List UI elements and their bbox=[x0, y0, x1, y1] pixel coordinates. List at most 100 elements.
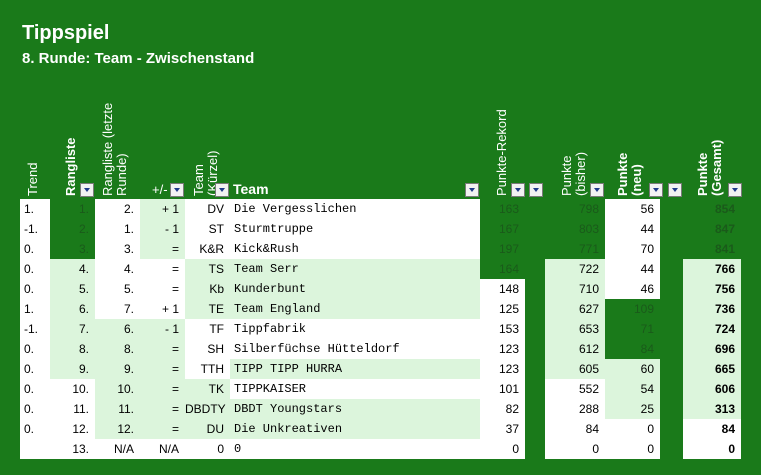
filter-rangliste-button[interactable] bbox=[80, 183, 94, 197]
cell-letzte: 12. bbox=[95, 419, 140, 439]
cell-team: TIPPKAISER bbox=[230, 379, 480, 399]
cell-rang: 6. bbox=[50, 299, 95, 319]
cell-letzte: 1. bbox=[95, 219, 140, 239]
filter-plusminus-button[interactable] bbox=[170, 183, 184, 197]
cell-kurzel: DV bbox=[185, 199, 230, 219]
table-row: 0. 3. 3. = K&R Kick&Rush 197 771 70 841 bbox=[0, 239, 761, 259]
filter-team-kurzel-button[interactable] bbox=[215, 183, 229, 197]
table-row: 1. 1. 2. + 1 DV Die Vergesslichen 163 798 56 854 bbox=[0, 199, 761, 219]
cell-trend: -1. bbox=[20, 219, 50, 239]
filter-punkte-neu-button[interactable] bbox=[649, 183, 663, 197]
cell-team: Sturmtruppe bbox=[230, 219, 480, 239]
header-punkte-rekord: Punkte-Rekord bbox=[494, 109, 509, 196]
cell-bisher: 288 bbox=[545, 399, 605, 419]
cell-gesamt: 766 bbox=[683, 259, 741, 279]
cell-bisher: 552 bbox=[545, 379, 605, 399]
filter-punkte-gesamt-button[interactable] bbox=[728, 183, 742, 197]
cell-gesamt: 696 bbox=[683, 339, 741, 359]
cell-neu: 0 bbox=[605, 419, 660, 439]
cell-neu: 25 bbox=[605, 399, 660, 419]
cell-bisher: 803 bbox=[545, 219, 605, 239]
cell-plusminus: + 1 bbox=[140, 199, 185, 219]
filter-punkte-bisher-button[interactable] bbox=[590, 183, 604, 197]
cell-bisher: 710 bbox=[545, 279, 605, 299]
cell-kurzel: DBDTY bbox=[185, 399, 230, 419]
cell-gesamt: 665 bbox=[683, 359, 741, 379]
cell-rang: 1. bbox=[50, 199, 95, 219]
cell-rekord: 123 bbox=[480, 359, 525, 379]
filter-extra2-button[interactable] bbox=[668, 183, 682, 197]
cell-gesamt: 313 bbox=[683, 399, 741, 419]
cell-plusminus: - 1 bbox=[140, 219, 185, 239]
cell-neu: 60 bbox=[605, 359, 660, 379]
cell-neu: 44 bbox=[605, 259, 660, 279]
cell-kurzel: TK bbox=[185, 379, 230, 399]
cell-rang: 3. bbox=[50, 239, 95, 259]
cell-rekord: 164 bbox=[480, 259, 525, 279]
cell-bisher: 612 bbox=[545, 339, 605, 359]
cell-trend: 0. bbox=[20, 339, 50, 359]
cell-rekord: 148 bbox=[480, 279, 525, 299]
cell-plusminus: = bbox=[140, 339, 185, 359]
cell-neu: 44 bbox=[605, 219, 660, 239]
cell-letzte: 9. bbox=[95, 359, 140, 379]
cell-trend: 0. bbox=[20, 379, 50, 399]
cell-trend: 1. bbox=[20, 199, 50, 219]
cell-team: Team Serr bbox=[230, 259, 480, 279]
cell-neu: 70 bbox=[605, 239, 660, 259]
cell-trend bbox=[20, 439, 50, 459]
cell-rekord: 101 bbox=[480, 379, 525, 399]
table-row: 0. 4. 4. = TS Team Serr 164 722 44 766 bbox=[0, 259, 761, 279]
cell-bisher: 798 bbox=[545, 199, 605, 219]
cell-letzte: 11. bbox=[95, 399, 140, 419]
header-rangliste: Rangliste bbox=[63, 137, 78, 196]
cell-bisher: 0 bbox=[545, 439, 605, 459]
cell-gesamt: 854 bbox=[683, 199, 741, 219]
cell-rekord: 0 bbox=[480, 439, 525, 459]
table-row: 0. 9. 9. = TTH TIPP TIPP HURRA 123 605 60 665 bbox=[0, 359, 761, 379]
cell-kurzel: TF bbox=[185, 319, 230, 339]
cell-rekord: 197 bbox=[480, 239, 525, 259]
cell-bisher: 722 bbox=[545, 259, 605, 279]
cell-kurzel: ST bbox=[185, 219, 230, 239]
cell-rekord: 153 bbox=[480, 319, 525, 339]
cell-bisher: 653 bbox=[545, 319, 605, 339]
cell-kurzel: TTH bbox=[185, 359, 230, 379]
cell-rang: 10. bbox=[50, 379, 95, 399]
cell-kurzel: TE bbox=[185, 299, 230, 319]
cell-bisher: 627 bbox=[545, 299, 605, 319]
table-row: 0. 11. 11. = DBDTY DBDT Youngstars 82 288 25 313 bbox=[0, 399, 761, 419]
header-punkte-neu: Punkte (neu) bbox=[615, 152, 644, 196]
cell-plusminus: = bbox=[140, 379, 185, 399]
cell-rang: 8. bbox=[50, 339, 95, 359]
cell-neu: 109 bbox=[605, 299, 660, 319]
cell-bisher: 605 bbox=[545, 359, 605, 379]
page-subtitle: 8. Runde: Team - Zwischenstand bbox=[22, 50, 255, 67]
cell-gesamt: 847 bbox=[683, 219, 741, 239]
cell-trend: 0. bbox=[20, 239, 50, 259]
filter-extra-button[interactable] bbox=[529, 183, 543, 197]
cell-neu: 0 bbox=[605, 439, 660, 459]
cell-team: 0 bbox=[230, 439, 480, 459]
cell-team: Tippfabrik bbox=[230, 319, 480, 339]
page-title: Tippspiel bbox=[22, 22, 110, 44]
cell-trend: 0. bbox=[20, 419, 50, 439]
cell-letzte: 8. bbox=[95, 339, 140, 359]
filter-team-button[interactable] bbox=[465, 183, 479, 197]
header-team: Team bbox=[233, 181, 269, 197]
cell-bisher: 84 bbox=[545, 419, 605, 439]
cell-rekord: 37 bbox=[480, 419, 525, 439]
cell-rang: 5. bbox=[50, 279, 95, 299]
cell-kurzel: SH bbox=[185, 339, 230, 359]
cell-rekord: 167 bbox=[480, 219, 525, 239]
cell-plusminus: = bbox=[140, 239, 185, 259]
cell-plusminus: = bbox=[140, 259, 185, 279]
cell-trend: -1. bbox=[20, 319, 50, 339]
cell-trend: 1. bbox=[20, 299, 50, 319]
cell-gesamt: 84 bbox=[683, 419, 741, 439]
cell-trend: 0. bbox=[20, 259, 50, 279]
filter-punkte-rekord-button[interactable] bbox=[511, 183, 525, 197]
cell-kurzel: 0 bbox=[185, 439, 230, 459]
cell-team: DBDT Youngstars bbox=[230, 399, 480, 419]
cell-team: Kick&Rush bbox=[230, 239, 480, 259]
